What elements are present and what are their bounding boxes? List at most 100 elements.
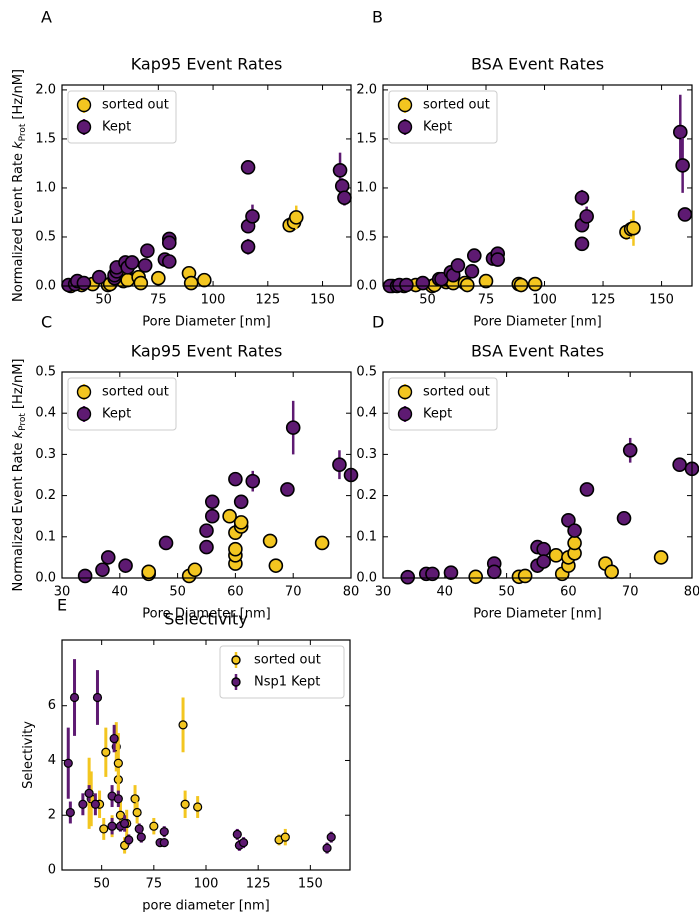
chart-title: Selectivity bbox=[164, 610, 247, 629]
x-tick-label: 75 bbox=[150, 293, 167, 308]
data-point bbox=[92, 692, 103, 703]
data-point bbox=[268, 558, 284, 573]
x-tick-label: 50 bbox=[419, 293, 436, 308]
legend-box bbox=[67, 377, 177, 431]
x-tick-label: 80 bbox=[684, 585, 699, 600]
data-point bbox=[132, 807, 142, 818]
x-tick-label: 50 bbox=[498, 585, 515, 600]
data-point bbox=[626, 220, 641, 236]
y-tick-label: 0.1 bbox=[356, 529, 377, 544]
x-tick-label: 30 bbox=[375, 585, 392, 600]
y-axis-label-text: Selectivity bbox=[21, 721, 36, 789]
data-point bbox=[653, 550, 669, 565]
data-point bbox=[77, 568, 93, 584]
x-tick-label: 40 bbox=[112, 585, 129, 600]
data-point bbox=[113, 794, 123, 804]
legend-label: sorted out bbox=[102, 98, 169, 113]
legend-box bbox=[388, 377, 498, 431]
x-tick-label: 100 bbox=[201, 293, 226, 308]
axes-frame bbox=[382, 371, 693, 579]
data-point bbox=[513, 277, 529, 293]
axes-frame bbox=[61, 639, 351, 871]
legend-label: sorted out bbox=[102, 385, 169, 400]
data-point bbox=[579, 482, 595, 497]
y-tick-label: 0.1 bbox=[35, 529, 56, 544]
data-point bbox=[65, 807, 75, 818]
data-point bbox=[443, 565, 459, 580]
legend-box bbox=[219, 645, 345, 699]
y-axis-label-text: Normalized Event Rate bbox=[11, 442, 26, 591]
data-point bbox=[337, 190, 352, 206]
y-tick-label: 0.4 bbox=[356, 406, 377, 421]
legend-box bbox=[388, 90, 498, 144]
x-tick-label: 60 bbox=[227, 585, 244, 600]
data-point bbox=[161, 254, 177, 269]
legend-label: Kept bbox=[102, 120, 131, 135]
y-tick-label: 0 bbox=[48, 863, 56, 878]
chart-title: BSA Event Rates bbox=[471, 55, 604, 74]
data-point bbox=[120, 818, 130, 829]
data-point bbox=[245, 209, 260, 224]
panel-label: A bbox=[41, 8, 52, 27]
data-point bbox=[574, 190, 590, 206]
data-point bbox=[622, 442, 638, 458]
chart-title: BSA Event Rates bbox=[471, 342, 604, 361]
data-point bbox=[322, 843, 332, 853]
panel-label: E bbox=[57, 596, 67, 615]
data-point bbox=[675, 158, 690, 173]
data-point bbox=[490, 252, 506, 267]
data-point bbox=[672, 124, 688, 140]
data-point bbox=[91, 269, 107, 285]
y-tick-label: 0.5 bbox=[356, 365, 377, 380]
data-point bbox=[90, 799, 100, 809]
data-point bbox=[326, 832, 336, 842]
data-point bbox=[548, 548, 564, 563]
data-point bbox=[141, 564, 156, 580]
data-point bbox=[536, 541, 551, 557]
y-axis-label-symbol: k bbox=[11, 430, 26, 438]
panel-label: B bbox=[372, 8, 383, 27]
y-tick-label: 1.0 bbox=[356, 180, 377, 195]
panel: D BSA Event Rates Pore Diameter [nm] 30 40 50… bbox=[356, 313, 699, 622]
data-point bbox=[238, 838, 249, 848]
y-tick-label: 0.5 bbox=[356, 229, 377, 244]
y-tick-label: 0.0 bbox=[35, 279, 56, 294]
panel: A Kap95 Event Rates Pore Diameter [nm] Norm… bbox=[11, 8, 352, 330]
data-point bbox=[100, 550, 116, 565]
legend-marker bbox=[397, 406, 413, 422]
data-point bbox=[450, 258, 466, 273]
x-tick-label: 70 bbox=[622, 585, 639, 600]
legend-marker bbox=[76, 406, 92, 422]
y-axis-label-symbol: k bbox=[11, 141, 26, 149]
data-point bbox=[178, 720, 188, 730]
data-point bbox=[197, 272, 212, 288]
legend-label: Nsp1 Kept bbox=[254, 675, 320, 690]
y-tick-label: 0.0 bbox=[356, 279, 377, 294]
y-axis-label: Normalized Event Rate kProt [Hz/nM] bbox=[11, 69, 28, 302]
data-point bbox=[109, 733, 119, 744]
y-tick-label: 0.4 bbox=[35, 406, 56, 421]
data-point bbox=[288, 210, 304, 225]
data-point bbox=[228, 471, 243, 487]
data-point bbox=[233, 515, 249, 530]
data-point bbox=[579, 209, 594, 224]
x-tick-label: 125 bbox=[246, 877, 271, 892]
data-point bbox=[193, 802, 203, 812]
data-point bbox=[199, 539, 214, 555]
legend-label: Kept bbox=[423, 407, 452, 422]
data-point bbox=[478, 273, 494, 289]
data-point bbox=[199, 523, 214, 538]
x-tick-label: 40 bbox=[437, 585, 454, 600]
chart-title: Kap95 Event Rates bbox=[131, 342, 283, 361]
y-tick-label: 0.5 bbox=[35, 365, 56, 380]
x-tick-label: 150 bbox=[649, 293, 674, 308]
x-tick-label: 100 bbox=[194, 877, 219, 892]
legend-marker bbox=[397, 119, 413, 135]
x-axis-label: pore diameter [nm] bbox=[142, 899, 270, 912]
y-tick-label: 2 bbox=[48, 808, 56, 823]
data-point bbox=[232, 829, 242, 840]
data-point bbox=[240, 239, 256, 255]
data-point bbox=[415, 275, 431, 291]
data-point bbox=[99, 824, 109, 834]
